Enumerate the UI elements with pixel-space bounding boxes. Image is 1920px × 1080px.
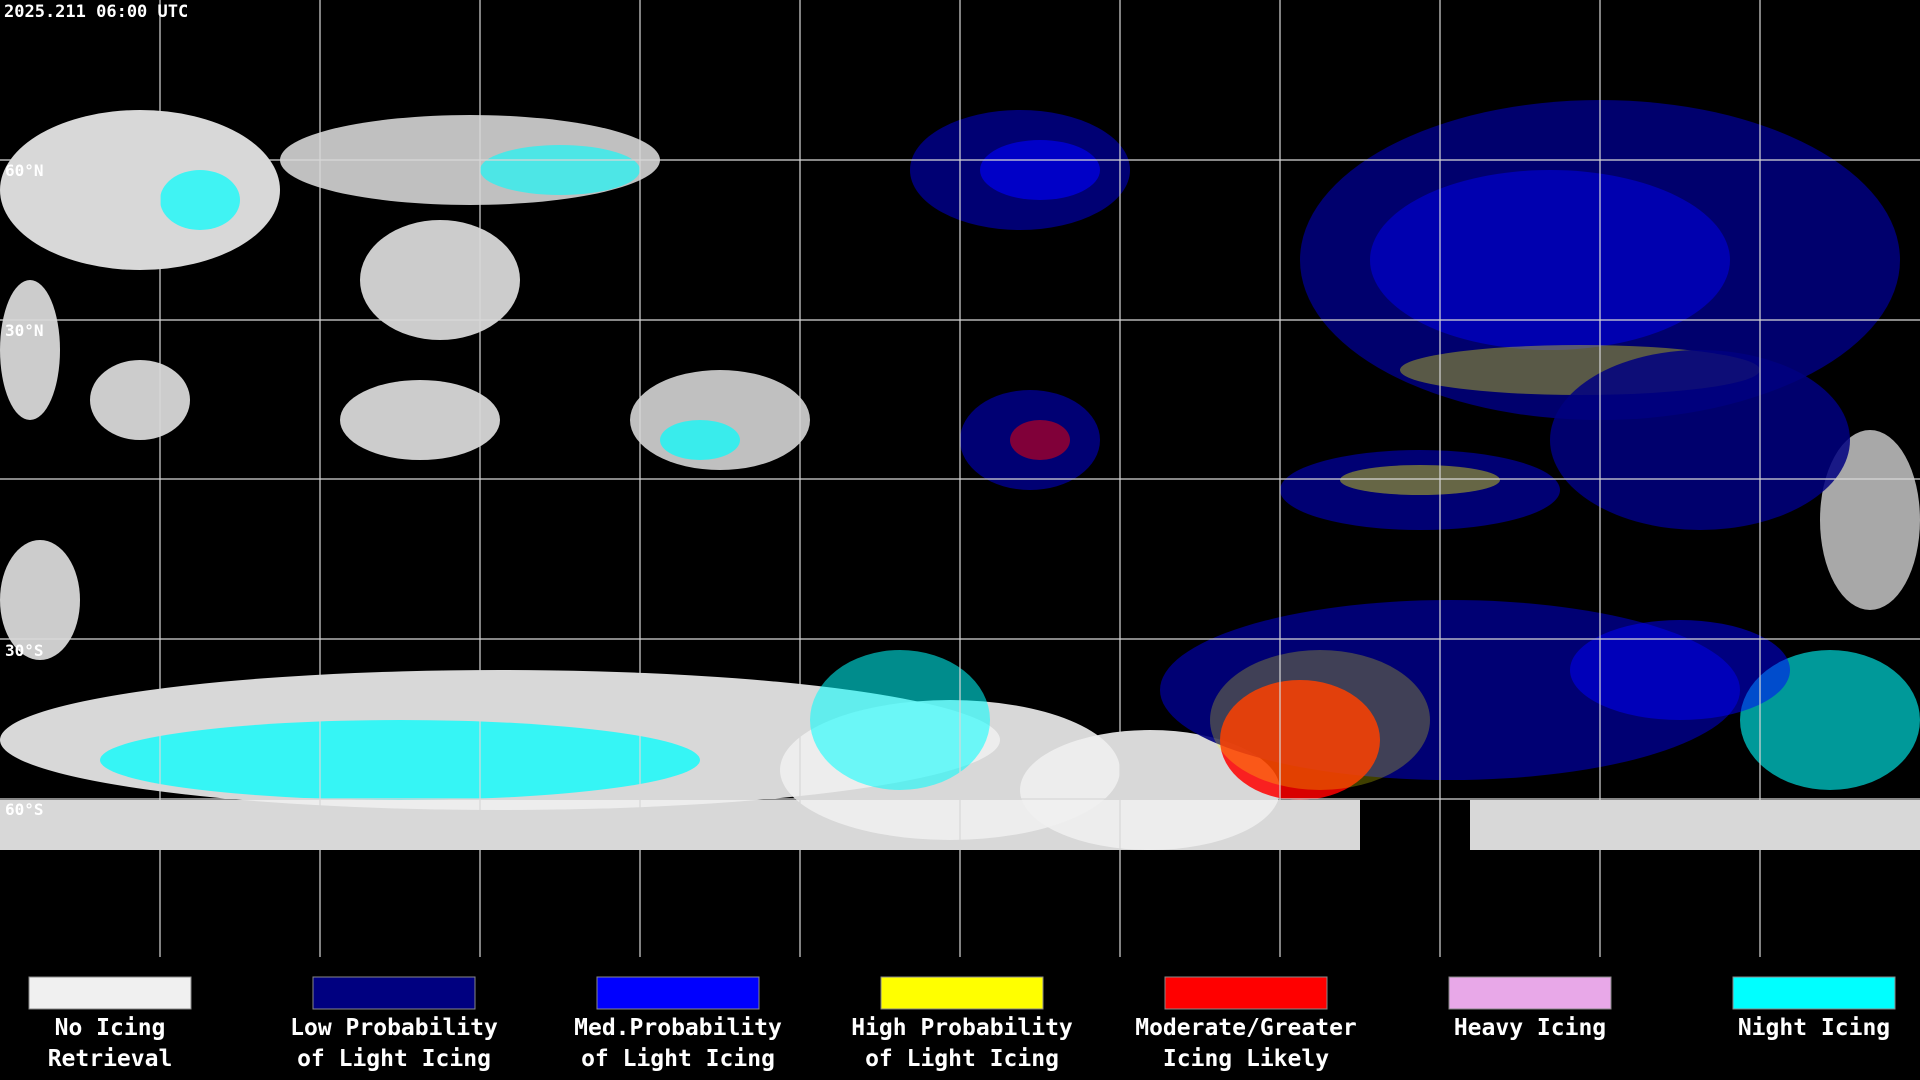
legend: No Icing Retrieval Low Probability of Light… (28, 976, 1896, 1072)
legend-label: Med.Probability (574, 1015, 782, 1041)
legend-label: High Probability (851, 1015, 1073, 1041)
legend-swatch (596, 976, 760, 1010)
latitude-label: 30°N (5, 321, 44, 340)
legend-swatch (1164, 976, 1328, 1010)
legend-swatch (28, 976, 192, 1010)
legend-label: of Light Icing (297, 1046, 491, 1072)
legend-label: of Light Icing (581, 1046, 775, 1072)
latitude-label: 60°S (5, 800, 44, 819)
legend-label: Moderate/Greater (1135, 1015, 1357, 1041)
timestamp: 2025.211 06:00 UTC (4, 2, 188, 22)
legend-swatch (312, 976, 476, 1010)
legend-label: Low Probability (290, 1015, 498, 1041)
latitude-label: 60°N (5, 161, 44, 180)
legend-label: No Icing (55, 1015, 166, 1041)
legend-swatch (1448, 976, 1612, 1010)
legend-label: Night Icing (1738, 1015, 1890, 1041)
legend-label: Heavy Icing (1454, 1015, 1606, 1041)
latitude-label: 30°S (5, 641, 44, 660)
legend-label: of Light Icing (865, 1046, 1059, 1072)
latitude-labels: 60°N 30°N 30°S 60°S (5, 161, 44, 819)
legend-label: Icing Likely (1163, 1046, 1329, 1072)
legend-swatch (1732, 976, 1896, 1010)
legend-swatch (880, 976, 1044, 1010)
graticule (0, 0, 1920, 957)
legend-label: Retrieval (48, 1046, 173, 1072)
